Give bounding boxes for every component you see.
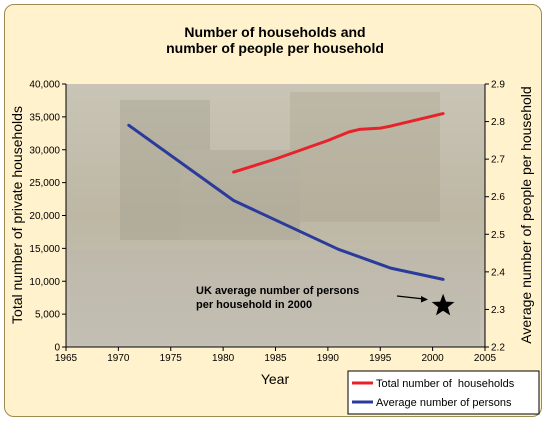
y-right-tick-label: 2.8 bbox=[491, 117, 505, 128]
legend: Total number of households Average numbe… bbox=[347, 370, 540, 415]
legend-box bbox=[347, 370, 540, 415]
chart-title-line-1: Number of households and bbox=[184, 24, 365, 40]
y-left-tick-label: 20,000 bbox=[29, 211, 60, 222]
y-right-tick-label: 2.4 bbox=[491, 267, 505, 278]
legend-label-households: Total number of households bbox=[376, 378, 515, 390]
plot-area bbox=[66, 84, 485, 347]
y-left-tick-label: 0 bbox=[54, 343, 60, 354]
y-axis-right-title: Average number of people per household bbox=[518, 86, 534, 343]
x-tick-label: 1990 bbox=[317, 353, 340, 364]
x-tick-label: 2000 bbox=[422, 353, 445, 364]
chart-title-line-2: number of people per household bbox=[166, 40, 384, 56]
x-tick-label: 1970 bbox=[107, 353, 130, 364]
series-line-households bbox=[232, 112, 445, 174]
annotation-arrow bbox=[396, 295, 428, 303]
y-right-tick-label: 2.6 bbox=[491, 192, 505, 203]
x-tick-label: 1995 bbox=[369, 353, 392, 364]
x-axis-title: Year bbox=[261, 371, 290, 387]
legend-label-persons: Average number of persons bbox=[376, 397, 512, 409]
x-tick-label: 1975 bbox=[160, 353, 183, 364]
y-left-tick-label: 40,000 bbox=[29, 80, 60, 91]
x-tick-label: 1980 bbox=[212, 353, 235, 364]
x-tick-label: 1965 bbox=[55, 353, 78, 364]
plot-texture bbox=[70, 92, 480, 345]
y-left-tick-label: 15,000 bbox=[29, 244, 60, 255]
x-tick-label: 1985 bbox=[264, 353, 287, 364]
y-left-tick-label: 5,000 bbox=[35, 310, 60, 321]
y-right-tick-label: 2.9 bbox=[491, 80, 505, 91]
y-axis-left-title: Total number of private households bbox=[9, 106, 25, 324]
x-tick-label: 2005 bbox=[474, 353, 497, 364]
y-left-tick-label: 10,000 bbox=[29, 277, 60, 288]
star-icon bbox=[431, 293, 455, 316]
y-left-tick-label: 30,000 bbox=[29, 145, 60, 156]
y-left-tick-label: 35,000 bbox=[29, 112, 60, 123]
annotation-line-1: UK average number of persons bbox=[196, 285, 359, 297]
series-line-persons bbox=[127, 123, 445, 281]
y-right-tick-label: 2.7 bbox=[491, 155, 505, 166]
y-right-tick-label: 2.2 bbox=[491, 343, 505, 354]
y-right-tick-label: 2.5 bbox=[491, 230, 505, 241]
y-right-tick-label: 2.3 bbox=[491, 305, 505, 316]
y-left-tick-label: 25,000 bbox=[29, 178, 60, 189]
annotation-line-2: per household in 2000 bbox=[196, 299, 312, 311]
